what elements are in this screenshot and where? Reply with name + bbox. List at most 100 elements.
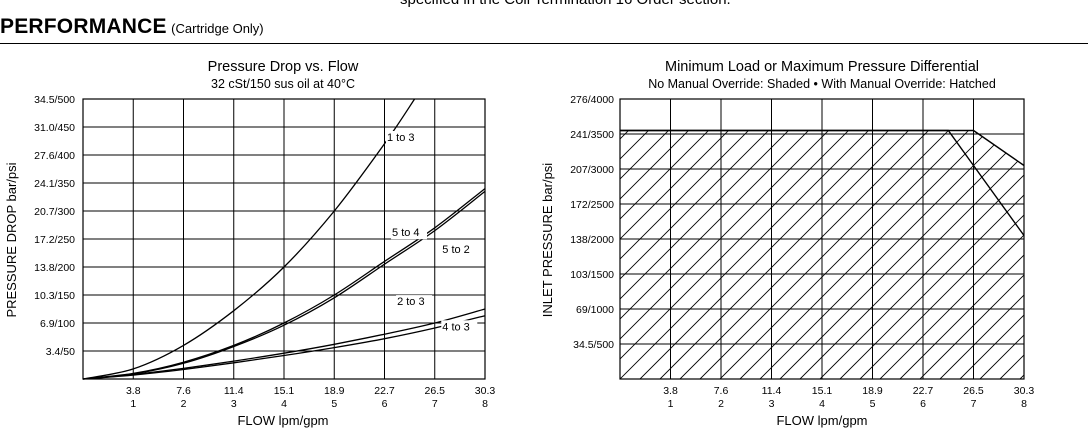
- chart2-shaded-boundary: [620, 129, 1025, 236]
- chart1-xtick-lpm: 7.6: [176, 385, 191, 397]
- chart1-series-line: [82, 308, 486, 380]
- chart1-ytick: 31.0/450: [34, 122, 75, 134]
- chart2-xtick-lpm: 26.5: [963, 385, 984, 397]
- chart1-ytick: 13.8/200: [34, 262, 75, 274]
- chart2-xtick-lpm: 3.8: [663, 385, 678, 397]
- chart1-subtitle: 32 cSt/150 sus oil at 40°C: [211, 77, 355, 91]
- section-title: PERFORMANCE (Cartridge Only): [0, 15, 264, 39]
- chart2-ytick: 241/3500: [570, 129, 614, 141]
- chart2-boundaries: [620, 129, 1025, 236]
- chart1-label-bg: [396, 295, 433, 309]
- chart2-hatch-line: [739, 130, 1024, 379]
- chart2-hatch-line: [620, 130, 661, 379]
- chart2-hatch-line: [759, 130, 1024, 379]
- chart1-series-line: [82, 315, 486, 380]
- chart2-xtick-lpm: 22.7: [913, 385, 934, 397]
- chart2-hatch-line: [620, 130, 821, 379]
- chart2-title: Minimum Load or Maximum Pressure Differe…: [665, 59, 979, 75]
- chart2-xtick-gpm: 1: [668, 398, 674, 410]
- chart2-hatch-line: [620, 130, 941, 379]
- chart1-xlabel: FLOW lpm/gpm: [237, 413, 328, 428]
- chart2-xtick-gpm: 5: [870, 398, 876, 410]
- chart1-xtick-lpm: 22.7: [374, 385, 395, 397]
- chart1-label-bg: [386, 131, 423, 144]
- chart1-xtick-lpm: 15.1: [274, 385, 295, 397]
- chart2-xtick-gpm: 8: [1021, 398, 1027, 410]
- chart1-xtick-gpm: 7: [432, 398, 438, 410]
- chart1-xtick-gpm: 2: [181, 398, 187, 410]
- chart2-ylabel: INLET PRESSURE bar/psi: [540, 163, 555, 317]
- chart2-ytick: 207/3000: [570, 164, 614, 176]
- chart2-xtick-gpm: 4: [819, 398, 825, 410]
- chart1-label-bg: [441, 243, 478, 256]
- chart2-hatch-line: [679, 130, 1001, 379]
- section-title-main: PERFORMANCE: [0, 15, 167, 38]
- chart2-ytick: 69/1000: [576, 304, 614, 316]
- chart2-ticks: 3.8 7.6 11.4 15.1 18.9 22.7 26.5 30.3 1 2 3 4 5 6 7 8 34…: [570, 94, 1034, 410]
- chart2-hatch-line: [719, 130, 1024, 379]
- chart1-xtick-lpm: 11.4: [224, 385, 244, 397]
- chart2-hatch-line: [620, 130, 641, 379]
- chart2-xlabel: FLOW lpm/gpm: [776, 413, 867, 428]
- chart1-series-line: [82, 190, 486, 380]
- chart1-series-label: 1 to 3: [387, 132, 415, 144]
- chart1-xtick-gpm: 5: [331, 398, 337, 410]
- chart1-series-label: 2 to 3: [397, 296, 425, 308]
- chart2-xtick-lpm: 30.3: [1014, 385, 1035, 397]
- chart2-hatch-region: [620, 59, 1088, 379]
- chart2-hatch-line: [620, 130, 901, 379]
- chart1-ticks: 3.8 7.6 11.4 15.1 18.9 22.7 26.5 30.3 1 2 3 4 5 6 7 8 3.…: [34, 94, 495, 410]
- chart2-hatch-line: [620, 130, 921, 379]
- chart2-hatch-line: [620, 130, 681, 379]
- chart1-series-label: 5 to 4: [392, 227, 420, 239]
- chart1-xtick-lpm: 18.9: [324, 385, 345, 397]
- chart2-hatch-line: [899, 130, 1024, 379]
- chart2-xtick-lpm: 18.9: [862, 385, 883, 397]
- chart1-xtick-gpm: 8: [482, 398, 488, 410]
- chart2-hatch-line: [779, 130, 1024, 379]
- chart1-xtick-gpm: 3: [231, 398, 237, 410]
- chart2-hatch-line: [620, 130, 761, 379]
- chart2-xtick-gpm: 6: [920, 398, 926, 410]
- section-rule: [0, 43, 1088, 44]
- chart1-title: Pressure Drop vs. Flow: [208, 59, 359, 75]
- chart1-ytick: 17.2/250: [34, 234, 75, 246]
- chart2-hatch-line: [620, 130, 801, 379]
- chart1-series-line: [82, 98, 416, 380]
- chart2-hatch-line: [819, 130, 1024, 379]
- chart2-xtick-lpm: 11.4: [762, 385, 782, 397]
- top-clipped-text: specified in the Coil Termination 16 Ord…: [400, 0, 731, 8]
- chart1-ytick: 24.1/350: [34, 178, 75, 190]
- chart1-ytick: 10.3/150: [34, 290, 75, 302]
- chart2-hatch-line: [959, 130, 1024, 379]
- chart2-grid: [619, 98, 1025, 380]
- chart2-hatch-line: [919, 130, 1024, 379]
- chart1-label-bg: [441, 320, 478, 334]
- chart2-hatch-line: [839, 130, 1024, 379]
- chart2-hatch-line: [1019, 130, 1024, 379]
- chart1-label-bg: [391, 226, 428, 240]
- chart1-xtick-lpm: 26.5: [425, 385, 446, 397]
- chart2-hatch-line: [879, 130, 1024, 379]
- chart2-subtitle: No Manual Override: Shaded • With Manual…: [648, 77, 996, 91]
- chart1-series-label: 4 to 3: [442, 321, 470, 333]
- chart2-hatch-line: [979, 130, 1024, 379]
- chart2-hatch-line: [799, 130, 1024, 379]
- chart1-ylabel: PRESSURE DROP bar/psi: [4, 162, 19, 317]
- chart2-hatch-line: [1040, 59, 1088, 379]
- chart2-hatch-line: [620, 130, 841, 379]
- chart1-series-label: 5 to 2: [442, 244, 470, 256]
- chart1-xtick-lpm: 30.3: [475, 385, 496, 397]
- chart2-hatch-line: [859, 130, 1024, 379]
- chart2-xtick-gpm: 7: [971, 398, 977, 410]
- chart2-hatch-line: [939, 130, 1024, 379]
- chart2-ytick: 276/4000: [570, 94, 614, 106]
- chart2-hatch-line: [699, 130, 1021, 379]
- chart2-hatch-line: [999, 130, 1024, 379]
- chart1-frame: [82, 98, 486, 380]
- chart2-hatch-line: [620, 130, 881, 379]
- chart1-ytick: 6.9/100: [40, 318, 75, 330]
- chart2-hatch-line: [659, 130, 981, 379]
- chart2-xtick-gpm: 3: [769, 398, 775, 410]
